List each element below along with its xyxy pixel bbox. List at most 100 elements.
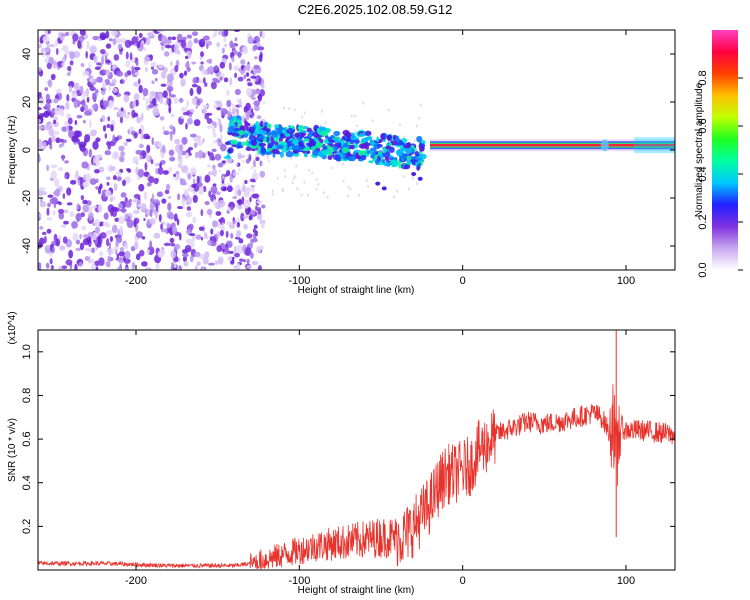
noise-blob — [220, 107, 228, 116]
noise-blob — [82, 181, 90, 188]
colorbar-tick-label: 0.4 — [697, 166, 709, 181]
noise-blob — [157, 250, 165, 258]
noise-blob — [184, 62, 190, 69]
y-tick-label: 0.8 — [21, 388, 33, 403]
noise-blob — [75, 239, 81, 245]
noise-blob — [161, 144, 166, 154]
signal-blob — [319, 138, 324, 144]
signal-blob — [257, 136, 266, 140]
x-tick-label: -100 — [288, 575, 310, 587]
noise-blob — [40, 47, 47, 55]
noise-blob — [44, 30, 49, 37]
noise-blob — [112, 87, 118, 93]
noise-blob — [105, 59, 111, 64]
noise-blob — [125, 51, 129, 60]
noise-blob — [106, 176, 111, 180]
noise-blob — [150, 66, 155, 70]
noise-blob — [58, 208, 65, 214]
signal-blob — [285, 150, 294, 158]
noise-blob — [68, 249, 74, 259]
noise-blob — [65, 31, 70, 37]
noise-blob — [102, 124, 107, 132]
noise-blob — [234, 72, 238, 79]
noise-blob — [226, 206, 231, 211]
noise-blob — [46, 207, 50, 216]
noise-blob — [66, 125, 69, 133]
noise-blob — [140, 131, 144, 140]
noise-blob — [156, 94, 160, 102]
noise-blob — [110, 206, 118, 212]
noise-blob — [131, 65, 134, 75]
noise-blob — [189, 113, 192, 118]
signal-blob — [231, 132, 240, 137]
signal-blob — [382, 162, 391, 166]
noise-blob — [191, 61, 197, 65]
signal-blob — [368, 160, 374, 164]
noise-blob — [160, 228, 168, 233]
noise-blob — [111, 224, 118, 234]
noise-blob — [108, 85, 111, 92]
noise-blob — [78, 262, 83, 267]
signal-blob — [330, 135, 335, 139]
noise-blob — [109, 100, 114, 108]
colorbar-tick-label: 0.2 — [697, 214, 709, 229]
noise-blob — [189, 108, 195, 113]
signal-blob — [354, 139, 360, 144]
noise-blob — [192, 137, 200, 142]
noise-blob — [292, 177, 295, 181]
noise-blob — [172, 126, 176, 135]
noise-blob — [64, 160, 69, 164]
snr-x-label: Height of straight line (km) — [298, 585, 415, 596]
noise-blob — [256, 200, 263, 204]
noise-blob — [259, 30, 263, 38]
x-tick-label: 100 — [617, 275, 635, 287]
noise-blob — [349, 187, 352, 191]
noise-blob — [257, 93, 263, 102]
noise-blob — [79, 85, 84, 94]
noise-blob — [398, 123, 401, 127]
noise-blob — [144, 162, 148, 171]
noise-blob — [311, 171, 314, 175]
noise-blob — [75, 247, 82, 252]
noise-blob — [185, 201, 190, 206]
noise-blob — [223, 183, 226, 187]
signal-blob — [376, 143, 383, 148]
noise-blob — [164, 44, 172, 49]
signal-blob — [271, 148, 280, 154]
noise-blob — [411, 176, 414, 180]
noise-blob — [82, 199, 88, 205]
snr-y-label: SNR (10 * v/v) — [7, 418, 18, 482]
signal-blob — [416, 135, 423, 143]
noise-blob — [196, 261, 201, 267]
noise-blob — [173, 173, 176, 177]
noise-blob — [118, 202, 123, 209]
noise-blob — [120, 107, 124, 112]
noise-blob — [154, 112, 161, 116]
signal-blob — [292, 149, 299, 154]
noise-blob — [176, 205, 184, 210]
noise-blob — [121, 207, 126, 214]
signal-blob — [266, 131, 273, 137]
noise-blob — [147, 104, 155, 109]
signal-blob — [276, 144, 284, 150]
noise-blob — [166, 73, 174, 83]
noise-blob — [158, 213, 162, 223]
noise-blob — [95, 137, 101, 143]
noise-blob — [170, 250, 177, 259]
signal-blob — [292, 139, 300, 145]
noise-blob — [170, 242, 176, 247]
noise-blob — [252, 44, 258, 51]
noise-blob — [80, 146, 86, 152]
signal-blob — [375, 181, 381, 186]
noise-blob — [88, 61, 91, 70]
noise-blob — [135, 99, 139, 107]
signal-blob — [259, 120, 264, 127]
noise-blob — [113, 106, 119, 111]
noise-blob — [203, 77, 206, 84]
signal-blob — [416, 165, 421, 171]
noise-blob — [149, 218, 156, 225]
noise-blob — [211, 120, 215, 126]
noise-blob — [146, 182, 152, 187]
noise-blob — [215, 79, 221, 84]
